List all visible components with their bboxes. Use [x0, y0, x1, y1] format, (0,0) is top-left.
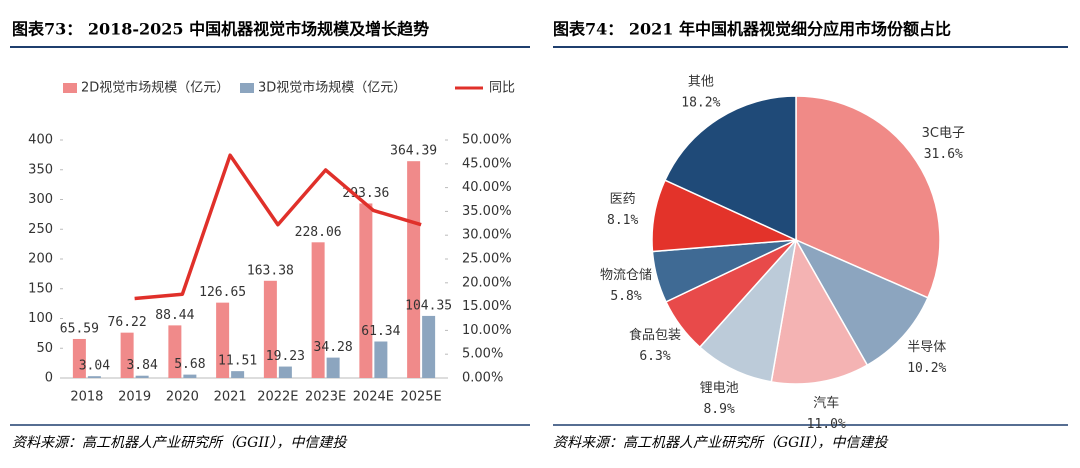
bar: [311, 242, 325, 378]
y-tick-label: 350: [28, 162, 53, 177]
x-tick-label: 2020: [166, 390, 199, 405]
bar: [263, 280, 277, 378]
slice-label: 医药: [610, 192, 636, 207]
slice-label: 3C电子: [922, 126, 965, 141]
chart-title: 图表74： 2021 年中国机器视觉细分应用市场份额占比: [553, 20, 951, 39]
source: 资料来源：高工机器人产业研究所（GGII），中信建投: [12, 435, 348, 451]
y2-tick-label: 50.00%: [462, 133, 512, 148]
slice-value: 5.8%: [610, 289, 641, 304]
y-tick-label: 300: [28, 192, 53, 207]
slice-value: 6.3%: [639, 349, 670, 364]
legend-label: 同比: [489, 81, 515, 96]
data-label: 19.23: [266, 349, 305, 364]
y-tick-label: 150: [28, 281, 53, 296]
slice-label: 汽车: [813, 395, 839, 411]
x-tick-label: 2025E: [400, 390, 441, 405]
data-label: 3.84: [126, 358, 157, 373]
x-tick-label: 2022E: [257, 390, 298, 405]
y-tick-label: 200: [28, 252, 53, 267]
chart-title: 图表73： 2018-2025 中国机器视觉市场规模及增长趋势: [12, 20, 429, 39]
bar: [326, 357, 340, 378]
data-label: 5.68: [174, 357, 205, 372]
slice-label: 锂电池: [700, 381, 739, 396]
y2-tick-label: 0.00%: [462, 371, 503, 386]
y-tick-label: 100: [28, 311, 53, 326]
y2-tick-label: 35.00%: [462, 204, 512, 219]
bar: [87, 376, 101, 378]
bar: [135, 375, 149, 378]
pie-slice: [698, 237, 798, 383]
legend-label: 3D视觉市场规模（亿元）: [258, 80, 406, 96]
y-tick-label: 0: [45, 371, 53, 386]
x-tick-label: 2018: [70, 390, 103, 405]
y2-tick-label: 25.00%: [462, 252, 512, 267]
pie-slice: [795, 95, 941, 299]
y2-tick-label: 20.00%: [462, 275, 512, 290]
y2-tick-label: 30.00%: [462, 228, 512, 243]
data-label: 61.34: [361, 324, 400, 339]
pie-slice: [794, 238, 929, 367]
data-label: 228.06: [295, 225, 342, 240]
y-tick-label: 250: [28, 222, 53, 237]
bar: [231, 371, 245, 378]
slice-label: 食品包装: [629, 327, 681, 343]
bar: [278, 366, 292, 378]
slice-value: 18.2%: [681, 95, 720, 110]
source: 资料来源：高工机器人产业研究所（GGII），中信建投: [553, 435, 889, 451]
slice-label: 物流仓储: [600, 268, 652, 283]
bar: [183, 374, 197, 378]
x-tick-label: 2021: [214, 390, 247, 405]
slice-value: 10.2%: [907, 361, 946, 376]
data-label: 34.28: [314, 340, 353, 355]
data-label: 76.22: [108, 315, 147, 330]
x-tick-label: 2023E: [305, 390, 346, 405]
data-label: 126.65: [199, 285, 246, 300]
data-label: 104.35: [405, 298, 452, 313]
x-tick-label: 2019: [118, 390, 151, 405]
bar: [120, 332, 134, 378]
line: [134, 153, 422, 301]
bar: [422, 315, 436, 378]
bar: [168, 325, 182, 378]
data-label: 11.51: [218, 354, 257, 369]
y-tick-label: 50: [36, 341, 53, 356]
y2-tick-label: 40.00%: [462, 180, 512, 195]
bar: [72, 338, 86, 378]
data-label: 65.59: [60, 321, 99, 336]
slice-value: 8.1%: [607, 213, 638, 228]
data-label: 293.36: [342, 186, 389, 201]
data-label: 3.04: [79, 359, 110, 374]
slice-value: 31.6%: [924, 147, 963, 162]
slice-label: 其他: [688, 74, 714, 89]
bar: [359, 203, 373, 378]
legend-swatch: [63, 83, 77, 93]
bar: [216, 302, 230, 378]
data-label: 88.44: [155, 308, 194, 323]
bar: [374, 341, 388, 378]
y2-tick-label: 45.00%: [462, 156, 512, 171]
slice-value: 8.9%: [703, 402, 734, 417]
legend-label: 2D视觉市场规模（亿元）: [81, 80, 229, 96]
bar: [407, 161, 421, 378]
x-tick-label: 2024E: [353, 390, 394, 405]
slice-value: 11.0%: [807, 417, 846, 432]
y2-tick-label: 15.00%: [462, 299, 512, 314]
slice-label: 半导体: [907, 340, 946, 355]
y2-tick-label: 10.00%: [462, 323, 512, 338]
pie-slice: [664, 95, 797, 242]
y-tick-label: 400: [28, 133, 53, 148]
legend-swatch: [240, 83, 254, 93]
pie-slice: [770, 237, 869, 385]
data-label: 163.38: [247, 263, 294, 278]
data-label: 364.39: [390, 144, 437, 159]
y2-tick-label: 5.00%: [462, 347, 503, 362]
